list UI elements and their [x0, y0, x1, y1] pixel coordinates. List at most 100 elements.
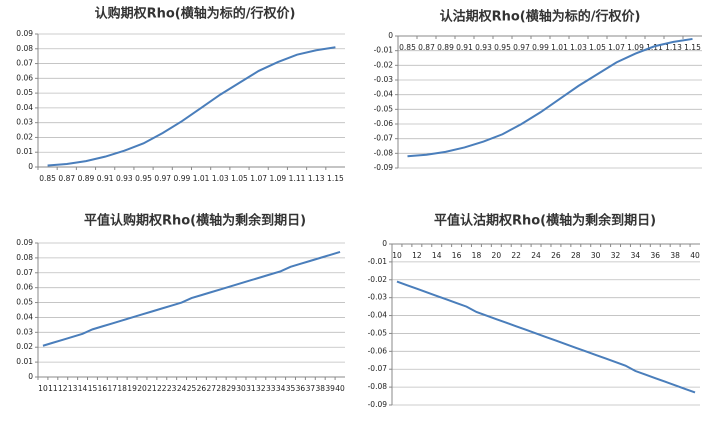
x-tick-label: 27 — [207, 384, 217, 393]
x-tick-label: 1.01 — [551, 43, 568, 52]
data-line — [42, 250, 341, 347]
x-tick-label: 28 — [216, 384, 226, 393]
chart-title: 认购期权Rho(横轴为标的/行权价) — [95, 6, 296, 22]
chart-title: 平值认沽期权Rho(横轴为剩余到期日) — [434, 213, 656, 229]
x-tick-label: 0.85 — [399, 43, 416, 52]
x-tick-label: 1.03 — [212, 174, 229, 183]
y-tick-label: -0.01 — [374, 46, 394, 55]
x-tick-label: 29 — [226, 384, 236, 393]
y-tick-label: 0.03 — [16, 327, 33, 336]
x-tick-label: 0.99 — [174, 174, 191, 183]
y-tick-label: -0.02 — [374, 60, 394, 69]
x-tick-label: 1.15 — [327, 174, 344, 183]
y-tick-label: 0.09 — [16, 238, 33, 247]
x-tick-label: 1.11 — [289, 174, 306, 183]
y-tick-label: 0 — [28, 162, 33, 171]
x-tick-label: 36 — [651, 251, 661, 260]
x-tick-label: 1.09 — [269, 174, 286, 183]
y-tick-label: -0.06 — [374, 119, 394, 128]
x-tick-label: 15 — [88, 384, 98, 393]
x-tick-label: 30 — [591, 251, 601, 260]
y-tick-label: -0.05 — [368, 328, 388, 337]
y-tick-label: 0.07 — [16, 59, 33, 68]
x-tick-label: 21 — [147, 384, 157, 393]
x-tick-label: 25 — [187, 384, 197, 393]
x-tick-label: 1.09 — [627, 43, 644, 52]
y-tick-label: 0.05 — [16, 88, 33, 97]
x-tick-label: 1.07 — [250, 174, 267, 183]
x-tick-label: 22 — [157, 384, 167, 393]
x-tick-label: 18 — [472, 251, 482, 260]
y-tick-label: -0.08 — [368, 382, 388, 391]
x-tick-label: 12 — [412, 251, 422, 260]
y-tick-label: 0 — [382, 239, 387, 248]
x-tick-label: 0.89 — [437, 43, 454, 52]
y-tick-label: -0.07 — [368, 364, 388, 373]
y-tick-label: 0.03 — [16, 118, 33, 127]
x-tick-label: 12 — [58, 384, 68, 393]
x-tick-label: 26 — [197, 384, 207, 393]
x-tick-label: 1.01 — [193, 174, 210, 183]
y-tick-label: 0 — [388, 31, 393, 40]
x-tick-label: 1.03 — [570, 43, 587, 52]
y-tick-label: 0.04 — [16, 312, 33, 321]
x-tick-label: 0.87 — [58, 174, 75, 183]
y-tick-label: -0.01 — [368, 257, 388, 266]
y-tick-label: 0.06 — [16, 283, 33, 292]
y-tick-label: -0.02 — [368, 275, 388, 284]
data-line — [396, 280, 696, 394]
y-tick-label: 0.02 — [16, 342, 33, 351]
data-line — [47, 46, 336, 167]
y-tick-label: 0 — [28, 372, 33, 381]
y-tick-label: -0.04 — [374, 90, 394, 99]
x-tick-label: 22 — [511, 251, 521, 260]
x-tick-label: 0.85 — [39, 174, 56, 183]
x-tick-label: 33 — [266, 384, 276, 393]
x-tick-label: 10 — [38, 384, 48, 393]
x-tick-label: 38 — [315, 384, 325, 393]
y-tick-label: 0.09 — [16, 29, 33, 38]
x-tick-label: 35 — [286, 384, 296, 393]
y-tick-label: 0.08 — [16, 253, 33, 262]
y-tick-label: 0.02 — [16, 132, 33, 141]
x-tick-label: 19 — [127, 384, 137, 393]
x-tick-label: 13 — [68, 384, 78, 393]
x-tick-label: 16 — [452, 251, 462, 260]
x-tick-label: 14 — [78, 384, 88, 393]
x-tick-label: 0.93 — [116, 174, 133, 183]
x-tick-label: 26 — [551, 251, 561, 260]
x-tick-label: 18 — [117, 384, 127, 393]
x-tick-label: 34 — [276, 384, 286, 393]
x-tick-label: 0.91 — [97, 174, 114, 183]
x-tick-label: 1.05 — [231, 174, 248, 183]
y-tick-label: 0.06 — [16, 73, 33, 82]
y-tick-label: -0.04 — [368, 311, 388, 320]
x-tick-label: 40 — [690, 251, 700, 260]
x-tick-label: 20 — [137, 384, 147, 393]
x-tick-label: 31 — [246, 384, 256, 393]
y-tick-label: -0.07 — [374, 134, 394, 143]
y-tick-label: 0.04 — [16, 103, 33, 112]
x-tick-label: 0.99 — [532, 43, 549, 52]
x-tick-label: 0.97 — [513, 43, 530, 52]
x-tick-label: 23 — [167, 384, 177, 393]
x-tick-label: 17 — [108, 384, 118, 393]
x-tick-label: 0.93 — [475, 43, 492, 52]
x-tick-label: 28 — [571, 251, 581, 260]
x-tick-label: 1.07 — [608, 43, 625, 52]
x-tick-label: 24 — [177, 384, 187, 393]
x-tick-label: 1.05 — [589, 43, 606, 52]
x-tick-label: 34 — [631, 251, 641, 260]
y-tick-label: -0.09 — [374, 163, 394, 172]
x-tick-label: 1.15 — [684, 43, 701, 52]
x-tick-label: 37 — [306, 384, 316, 393]
x-tick-label: 11 — [48, 384, 58, 393]
x-tick-label: 30 — [236, 384, 246, 393]
y-tick-label: 0.01 — [16, 147, 33, 156]
x-tick-label: 0.97 — [154, 174, 171, 183]
x-tick-label: 20 — [492, 251, 502, 260]
x-tick-label: 0.87 — [418, 43, 435, 52]
x-tick-label: 10 — [392, 251, 402, 260]
y-tick-label: -0.03 — [374, 75, 394, 84]
